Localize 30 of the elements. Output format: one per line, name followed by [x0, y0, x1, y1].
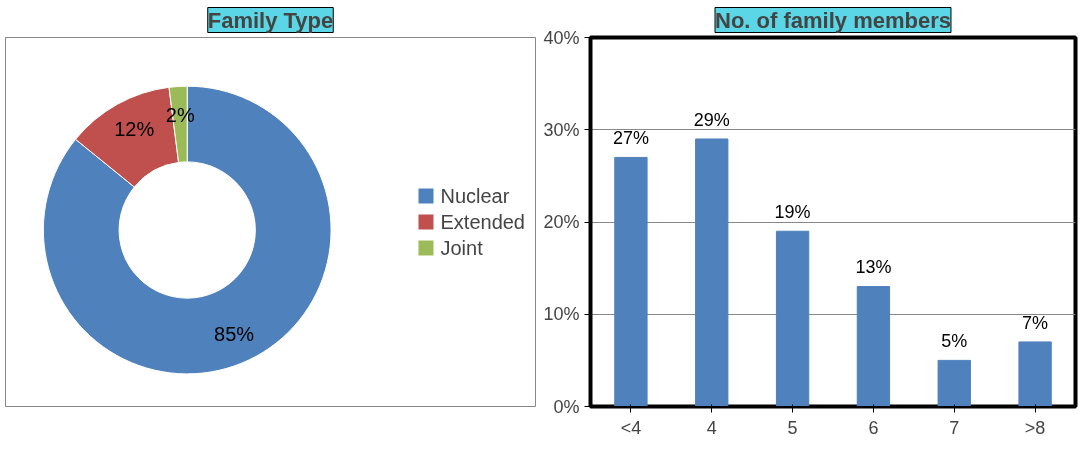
data-label: 29% — [693, 109, 730, 130]
bar — [695, 138, 729, 407]
x-tick-label: >8 — [1024, 417, 1046, 438]
legend-label: Extended — [440, 210, 525, 233]
data-label: 13% — [855, 257, 892, 278]
data-label: 27% — [612, 128, 649, 149]
data-label: 85% — [214, 323, 255, 346]
y-tick-label: 30% — [543, 119, 580, 140]
legend-label: Nuclear — [440, 184, 510, 207]
bar — [1018, 341, 1052, 407]
data-label: 5% — [941, 331, 968, 352]
legend-label: Joint — [440, 236, 483, 259]
bar — [614, 156, 648, 407]
chart-title: Family Type — [207, 7, 334, 33]
x-tick-label: <4 — [620, 417, 642, 438]
data-label: 19% — [774, 202, 811, 222]
data-label: 7% — [1022, 312, 1049, 333]
x-tick-label: 6 — [868, 417, 879, 438]
x-tick-label: 7 — [949, 417, 960, 438]
x-tick-label: 5 — [787, 417, 798, 438]
y-tick-label: 40% — [543, 27, 580, 48]
bar — [856, 286, 891, 407]
data-label: 12% — [114, 118, 155, 141]
y-tick-label: 10% — [543, 304, 580, 325]
bar — [775, 230, 810, 407]
y-tick-label: 20% — [543, 212, 580, 232]
y-tick-label: 0% — [553, 396, 580, 417]
chart-title: No. of family members — [715, 7, 951, 33]
x-tick-label: 4 — [706, 417, 717, 438]
bar — [937, 359, 971, 407]
